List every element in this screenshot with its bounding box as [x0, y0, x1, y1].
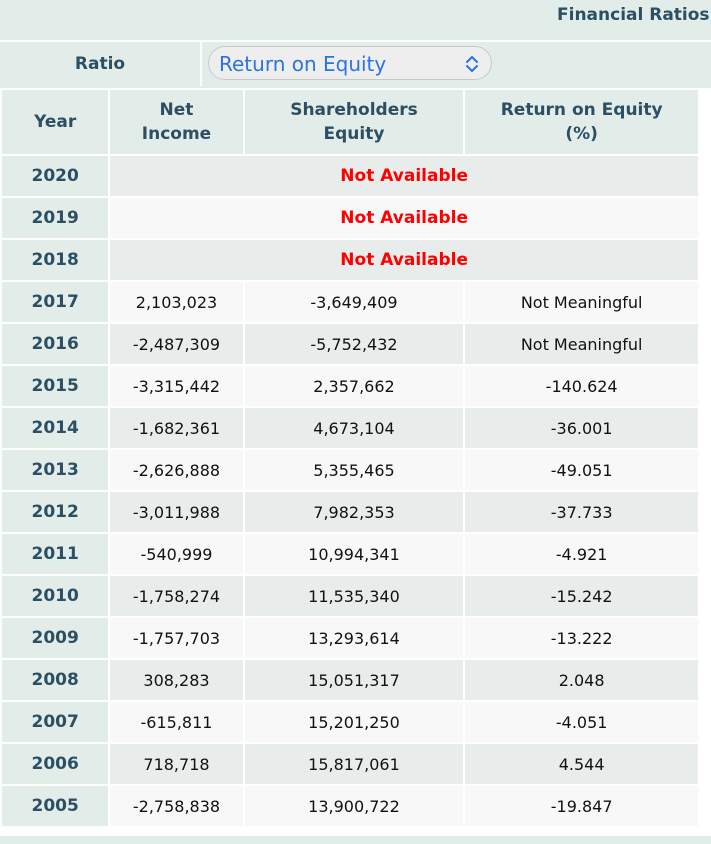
table-header-row: Year Net Income Shareholders Equity Retu…	[2, 90, 698, 154]
equity-cell: -5,752,432	[244, 324, 464, 364]
year-cell: 2019	[2, 198, 109, 238]
table-row: 2007 -615,811 15,201,250 -4.051	[2, 702, 698, 742]
table-row: 2010 -1,758,274 11,535,340 -15.242	[2, 576, 698, 616]
not-available-cell: Not Available	[110, 156, 698, 196]
equity-cell: 13,293,614	[244, 618, 464, 658]
year-cell: 2008	[2, 660, 109, 700]
year-cell: 2014	[2, 408, 109, 448]
equity-cell: 7,982,353	[244, 492, 464, 532]
chevron-updown-icon	[466, 56, 478, 72]
equity-cell: 15,201,250	[244, 702, 464, 742]
roe-cell: 4.544	[465, 744, 698, 784]
roe-cell: 2.048	[465, 660, 698, 700]
table-row: 2008 308,283 15,051,317 2.048	[2, 660, 698, 700]
ratio-select[interactable]: Return on Equity	[208, 46, 492, 80]
table-row: 2016 -2,487,309 -5,752,432 Not Meaningfu…	[2, 324, 698, 364]
year-cell: 2005	[2, 786, 109, 826]
net-income-cell: -615,811	[110, 702, 243, 742]
ratio-selector-row: Ratio Return on Equity	[0, 40, 711, 86]
net-income-cell: -1,682,361	[110, 408, 243, 448]
ratio-select-value: Return on Equity	[219, 52, 387, 76]
equity-cell: 10,994,341	[244, 534, 464, 574]
equity-cell: 4,673,104	[244, 408, 464, 448]
roe-cell: -37.733	[465, 492, 698, 532]
net-income-cell: -1,758,274	[110, 576, 243, 616]
net-income-cell: -1,757,703	[110, 618, 243, 658]
net-income-cell: -2,626,888	[110, 450, 243, 490]
equity-cell: 13,900,722	[244, 786, 464, 826]
table-row: 2019 Not Available	[2, 198, 698, 238]
roe-cell: -15.242	[465, 576, 698, 616]
ratios-table: Year Net Income Shareholders Equity Retu…	[0, 88, 700, 828]
year-cell: 2013	[2, 450, 109, 490]
roe-cell: -36.001	[465, 408, 698, 448]
roe-cell: -49.051	[465, 450, 698, 490]
year-cell: 2009	[2, 618, 109, 658]
not-available-cell: Not Available	[110, 198, 698, 238]
roe-cell: Not Meaningful	[465, 324, 698, 364]
roe-cell: -4.921	[465, 534, 698, 574]
not-available-cell: Not Available	[110, 240, 698, 280]
equity-cell: 15,051,317	[244, 660, 464, 700]
equity-cell: 5,355,465	[244, 450, 464, 490]
col-header-year: Year	[2, 90, 109, 154]
table-row: 2006 718,718 15,817,061 4.544	[2, 744, 698, 784]
year-cell: 2015	[2, 366, 109, 406]
table-row: 2013 -2,626,888 5,355,465 -49.051	[2, 450, 698, 490]
equity-cell: -3,649,409	[244, 282, 464, 322]
ratios-table-container: Year Net Income Shareholders Equity Retu…	[0, 88, 711, 844]
page-title: Financial Ratios	[557, 5, 710, 25]
year-cell: 2017	[2, 282, 109, 322]
year-cell: 2012	[2, 492, 109, 532]
table-row: 2014 -1,682,361 4,673,104 -36.001	[2, 408, 698, 448]
roe-cell: -19.847	[465, 786, 698, 826]
ratio-label: Ratio	[0, 42, 202, 86]
roe-cell: Not Meaningful	[465, 282, 698, 322]
title-bar: Financial Ratios	[0, 0, 711, 36]
table-row: 2005 -2,758,838 13,900,722 -19.847	[2, 786, 698, 826]
equity-cell: 2,357,662	[244, 366, 464, 406]
table-row: 2012 -3,011,988 7,982,353 -37.733	[2, 492, 698, 532]
col-header-return-on-equity: Return on Equity (%)	[465, 90, 698, 154]
bottom-strip	[0, 836, 711, 844]
roe-cell: -4.051	[465, 702, 698, 742]
net-income-cell: 308,283	[110, 660, 243, 700]
net-income-cell: -3,315,442	[110, 366, 243, 406]
year-cell: 2016	[2, 324, 109, 364]
year-cell: 2011	[2, 534, 109, 574]
roe-cell: -140.624	[465, 366, 698, 406]
table-row: 2015 -3,315,442 2,357,662 -140.624	[2, 366, 698, 406]
year-cell: 2006	[2, 744, 109, 784]
table-row: 2009 -1,757,703 13,293,614 -13.222	[2, 618, 698, 658]
year-cell: 2020	[2, 156, 109, 196]
table-row: 2011 -540,999 10,994,341 -4.921	[2, 534, 698, 574]
table-row: 2020 Not Available	[2, 156, 698, 196]
table-row: 2017 2,103,023 -3,649,409 Not Meaningful	[2, 282, 698, 322]
col-header-net-income: Net Income	[110, 90, 243, 154]
table-row: 2018 Not Available	[2, 240, 698, 280]
net-income-cell: -2,487,309	[110, 324, 243, 364]
net-income-cell: -2,758,838	[110, 786, 243, 826]
net-income-cell: 2,103,023	[110, 282, 243, 322]
roe-cell: -13.222	[465, 618, 698, 658]
net-income-cell: -540,999	[110, 534, 243, 574]
year-cell: 2018	[2, 240, 109, 280]
year-cell: 2007	[2, 702, 109, 742]
net-income-cell: 718,718	[110, 744, 243, 784]
net-income-cell: -3,011,988	[110, 492, 243, 532]
col-header-shareholders-equity: Shareholders Equity	[244, 90, 464, 154]
equity-cell: 11,535,340	[244, 576, 464, 616]
year-cell: 2010	[2, 576, 109, 616]
equity-cell: 15,817,061	[244, 744, 464, 784]
